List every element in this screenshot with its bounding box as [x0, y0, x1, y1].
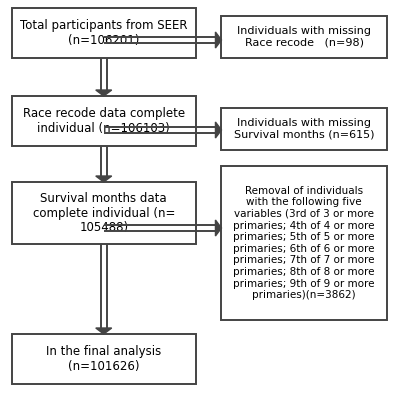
Bar [12, 182, 196, 244]
Text: Individuals with missing
Survival months (n=615): Individuals with missing Survival months… [234, 118, 375, 140]
Text: In the final analysis
(n=101626): In the final analysis (n=101626) [46, 345, 161, 373]
Polygon shape [96, 328, 112, 334]
Polygon shape [215, 32, 221, 48]
Text: Survival months data
complete individual (n=
105488): Survival months data complete individual… [33, 192, 175, 234]
Polygon shape [215, 122, 221, 138]
Bar [221, 108, 387, 150]
Bar [12, 334, 196, 384]
Text: Race recode data complete
individual (n=106103): Race recode data complete individual (n=… [23, 107, 185, 135]
Text: Removal of individuals
with the following five
variables (3rd of 3 or more
prima: Removal of individuals with the followin… [233, 186, 375, 300]
Bar [221, 166, 387, 320]
Polygon shape [215, 220, 221, 236]
Bar [12, 96, 196, 146]
Text: Individuals with missing
Race recode   (n=98): Individuals with missing Race recode (n=… [237, 26, 371, 48]
Polygon shape [96, 176, 112, 182]
Bar [12, 8, 196, 58]
Bar [221, 16, 387, 58]
Polygon shape [96, 90, 112, 96]
Text: Total participants from SEER
(n=106201): Total participants from SEER (n=106201) [20, 19, 188, 47]
